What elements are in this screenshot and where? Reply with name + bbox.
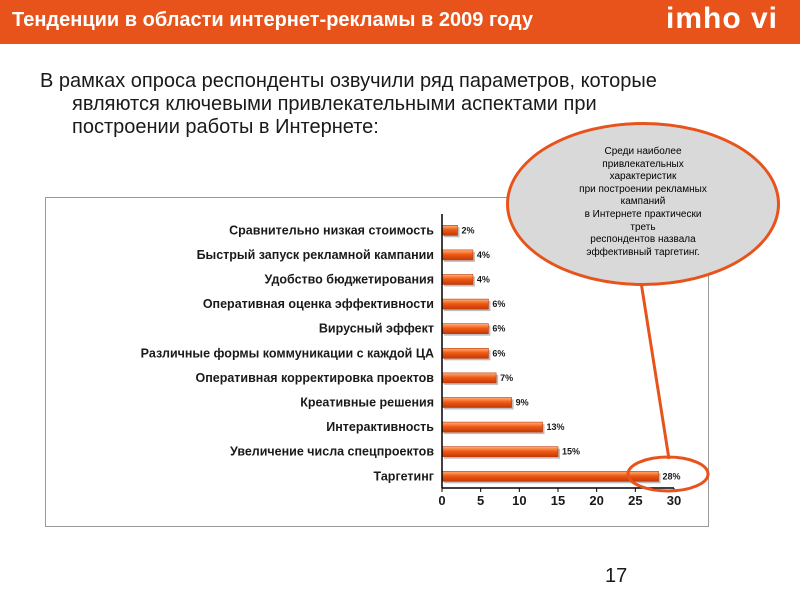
category-label: Быстрый запуск рекламной кампании (197, 248, 434, 262)
callout-line: привлекательных (602, 158, 684, 170)
slide-title: Тенденции в области интернет-рекламы в 2… (12, 9, 534, 31)
callout-line: эффективный таргетинг. (586, 246, 700, 258)
bar-chart: Сравнительно низкая стоимость 2% Быстрый з… (141, 214, 681, 508)
x-tick-label: 30 (667, 493, 681, 508)
category-label: Интерактивность (326, 420, 434, 434)
data-label: 2% (461, 225, 474, 235)
slide-header: Тенденции в области интернет-рекламы в 2… (0, 0, 800, 44)
x-tick-label: 0 (438, 493, 445, 508)
x-tick-label: 5 (477, 493, 484, 508)
data-label: 7% (500, 373, 513, 383)
category-label: Вирусный эффект (319, 322, 434, 336)
page-number: 17 (605, 565, 628, 587)
x-tick-label: 20 (589, 493, 603, 508)
callout-line: в Интернете практически (584, 208, 702, 220)
callout-line: Среди наиболее (604, 146, 682, 157)
bar (441, 274, 474, 285)
bar (441, 348, 489, 359)
callout-bubble (506, 122, 780, 286)
bar (441, 372, 497, 384)
x-tick-label: 25 (628, 493, 642, 508)
bar (441, 323, 489, 334)
category-label: Различные формы коммуникации с каждой ЦА (141, 346, 434, 360)
intro-text: В рамках опроса респонденты озвучили ряд… (40, 70, 657, 138)
category-label: Удобство бюджетирования (264, 273, 434, 287)
bar (441, 470, 659, 482)
bar (441, 298, 489, 310)
callout-line: респондентов назвала (590, 234, 696, 246)
bar (441, 249, 474, 261)
data-label: 15% (562, 447, 580, 457)
data-label: 4% (477, 275, 490, 285)
chart-frame: Сравнительно низкая стоимость 2% Быстрый з… (45, 197, 709, 527)
data-label: 13% (547, 422, 565, 432)
callout-line: кампаний (620, 196, 666, 208)
data-label: 9% (516, 398, 529, 408)
category-label: Сравнительно низкая стоимость (229, 223, 434, 237)
callout-text: Среди наиболее привлекательных характери… (540, 146, 746, 259)
x-tick-label: 15 (551, 493, 565, 508)
bar (441, 397, 512, 408)
data-label: 6% (492, 348, 505, 358)
category-label: Увеличение числа спецпроектов (230, 445, 434, 459)
category-label: Оперативная оценка эффективности (203, 297, 434, 311)
company-logo: imho vi (665, 2, 778, 35)
callout-line: при построении рекламных (579, 183, 707, 195)
callout-line: треть (630, 221, 656, 233)
callout-line: характеристик (609, 171, 677, 183)
category-label: Таргетинг (374, 469, 434, 483)
bar (441, 421, 543, 433)
bar (441, 446, 559, 457)
bar (441, 224, 458, 236)
data-label: 6% (492, 299, 505, 309)
data-label: 6% (492, 324, 505, 334)
category-label: Креативные решения (300, 396, 434, 410)
category-label: Оперативная корректировка проектов (195, 371, 434, 385)
data-label: 4% (477, 250, 490, 260)
x-tick-label: 10 (512, 493, 526, 508)
data-label: 28% (663, 471, 681, 481)
